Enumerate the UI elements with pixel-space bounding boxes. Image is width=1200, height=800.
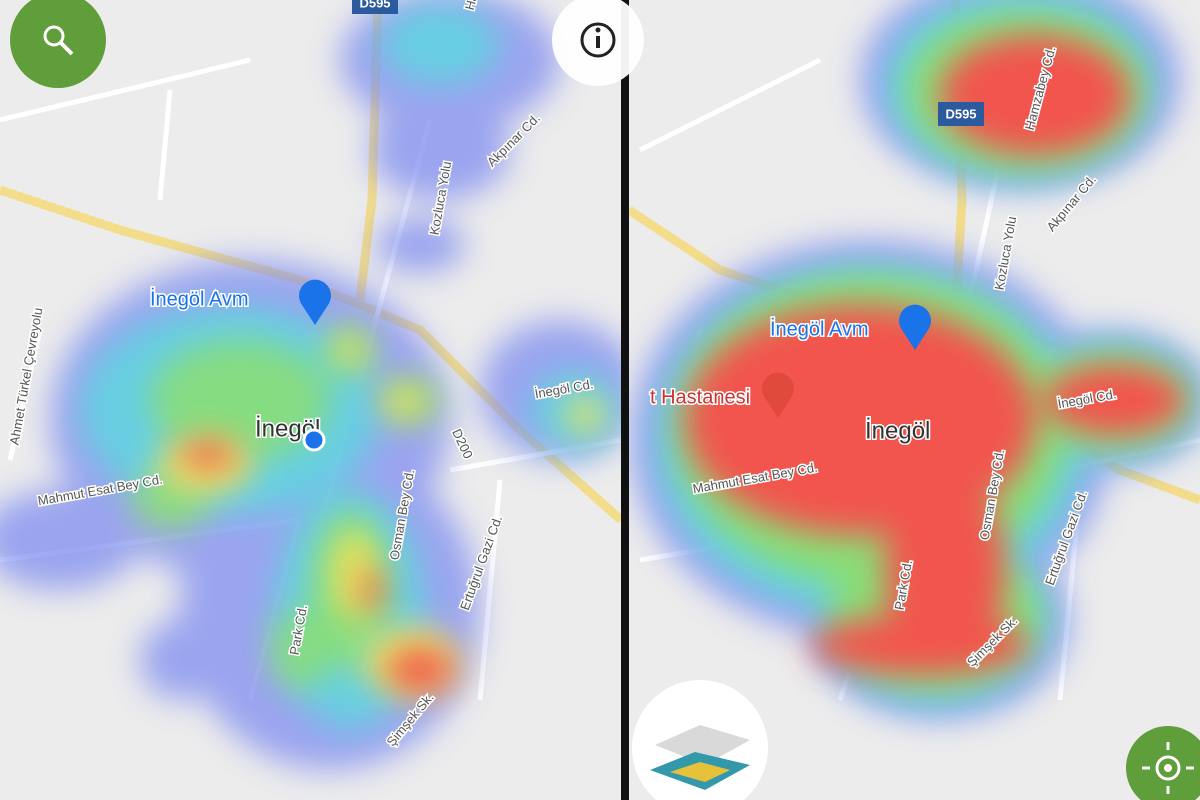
layers-button[interactable] (632, 680, 768, 800)
heat-blob (565, 397, 605, 433)
heat-blob (370, 100, 510, 200)
route-shield (352, 0, 398, 14)
heat-blob (0, 490, 140, 590)
heat-blob (375, 217, 465, 273)
heat-blob (362, 568, 382, 612)
route-label: D595 (359, 0, 390, 10)
heat-blob (270, 610, 330, 690)
heat-blob (180, 442, 236, 468)
poi-pin (299, 279, 331, 325)
heatmap (630, 0, 1200, 720)
heat-blob (150, 340, 330, 460)
heat-blob (1045, 365, 1185, 435)
place-label: t Hastanesi (650, 386, 750, 408)
heat-layer (685, 35, 1185, 675)
heat-blob (380, 5, 500, 85)
place-label: İnegöl Avm (770, 317, 869, 340)
locate-button[interactable] (1126, 726, 1200, 800)
pins (299, 279, 932, 452)
location-dot (302, 428, 326, 452)
heat-blob (385, 387, 425, 417)
poi-pin (899, 304, 932, 350)
divider (621, 0, 629, 800)
heat-blob (335, 335, 365, 365)
city-label: İnegöl (865, 417, 930, 444)
poi-pin (762, 372, 795, 418)
info-button[interactable] (552, 0, 644, 86)
heat-blob (810, 615, 1030, 675)
heat-blob (140, 620, 220, 700)
place-label: İnegöl Avm (150, 287, 249, 310)
heat-blob (940, 35, 1130, 155)
heat-layer (180, 442, 453, 692)
heatmap (0, 0, 621, 770)
route-label: D595 (945, 106, 976, 121)
search-button[interactable] (10, 0, 106, 88)
heat-blob (387, 648, 453, 692)
route-shield (938, 102, 984, 126)
